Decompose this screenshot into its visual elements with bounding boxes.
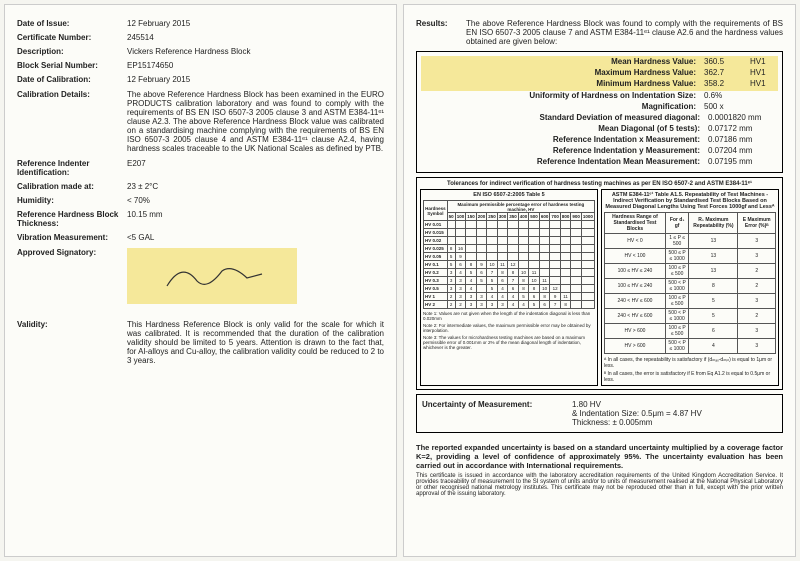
- thickness-label: Reference Hardness Block Thickness:: [17, 210, 127, 228]
- rx-val: 0.07186 mm: [708, 135, 778, 144]
- calibat-value: 23 ± 2°C: [127, 182, 384, 191]
- unc-label: Uncertainty of Measurement:: [422, 400, 572, 427]
- uncertainty-box: Uncertainty of Measurement: 1.80 HV & In…: [416, 394, 783, 433]
- humidity-value: < 70%: [127, 196, 384, 205]
- cert-value: 245514: [127, 33, 384, 42]
- astm-footb: ᴮ In all cases, the error is satisfactor…: [604, 371, 776, 383]
- doc-label: Date of Calibration:: [17, 75, 127, 84]
- validity-label: Validity:: [17, 320, 127, 365]
- unif-label: Uniformity of Hardness on Indentation Si…: [529, 91, 696, 100]
- min-val: 358.2: [704, 79, 742, 88]
- mean-val: 360.5: [704, 57, 742, 66]
- iso-title: EN ISO 6507-2:2005 Table 5: [423, 192, 595, 198]
- results-value: The above Reference Hardness Block was f…: [466, 19, 783, 46]
- doc-value: 12 February 2015: [127, 75, 384, 84]
- sig-label: Approved Signatory:: [17, 248, 127, 304]
- iso-panel: EN ISO 6507-2:2005 Table 5 Hardness Symb…: [420, 189, 598, 386]
- calibat-label: Calibration made at:: [17, 182, 127, 191]
- rm-val: 0.07195 mm: [708, 157, 778, 166]
- max-label: Maximum Hardness Value:: [595, 68, 696, 77]
- ry-val: 0.07204 mm: [708, 146, 778, 155]
- iso-note1: Note 1: Values are not given when the le…: [423, 311, 595, 321]
- vibration-label: Vibration Measurement:: [17, 233, 127, 242]
- validity-value: This Hardness Reference Block is only va…: [127, 320, 384, 365]
- tol-title: Tolerances for indirect verification of …: [420, 181, 779, 187]
- max-val: 362.7: [704, 68, 742, 77]
- md-label: Mean Diagonal (of 5 tests):: [598, 124, 700, 133]
- iso-note2: Note 2: For intermediate values, the max…: [423, 323, 595, 333]
- std-val: 0.0001820 mm: [708, 113, 778, 122]
- humidity-label: Humidity:: [17, 196, 127, 205]
- results-label: Results:: [416, 19, 466, 46]
- calib-label: Calibration Details:: [17, 90, 127, 153]
- astm-panel: ASTM E384-11ᵉ¹ Table A1.5. Repeatability…: [601, 189, 779, 386]
- md-val: 0.07172 mm: [708, 124, 778, 133]
- doi-label: Date of Issue:: [17, 19, 127, 28]
- std-label: Standard Deviation of measured diagonal:: [540, 113, 700, 122]
- serial-label: Block Serial Number:: [17, 61, 127, 70]
- footer-bold: The reported expanded uncertainty is bas…: [416, 443, 783, 470]
- doi-value: 12 February 2015: [127, 19, 384, 28]
- astm-table: Hardness Range of Standardised Test Bloc…: [604, 212, 776, 354]
- iso-table: Hardness SymbolMaximum permissible perce…: [423, 200, 595, 309]
- astm-title: ASTM E384-11ᵉ¹ Table A1.5. Repeatability…: [604, 192, 776, 210]
- mean-unit: HV1: [750, 57, 778, 66]
- indenter-value: E207: [127, 159, 384, 177]
- rm-label: Reference Indentation Mean Measurement:: [537, 157, 700, 166]
- signature-box: [127, 248, 297, 304]
- vibration-value: <5 GAL: [127, 233, 384, 242]
- desc-value: Vickers Reference Hardness Block: [127, 47, 384, 56]
- tolerance-box: Tolerances for indirect verification of …: [416, 177, 783, 390]
- min-unit: HV1: [750, 79, 778, 88]
- mag-val: 500 x: [704, 102, 742, 111]
- cert-label: Certificate Number:: [17, 33, 127, 42]
- mag-label: Magnification:: [642, 102, 696, 111]
- serial-value: EP15174650: [127, 61, 384, 70]
- unc-v2: & Indentation Size: 0.5μm = 4.87 HV: [572, 409, 702, 418]
- indenter-label: Reference Indenter Identification:: [17, 159, 127, 177]
- unc-v3: Thickness: ± 0.005mm: [572, 418, 702, 427]
- results-box: Mean Hardness Value: 360.5 HV1 Maximum Har…: [416, 51, 783, 173]
- footer-small: This certificate is issued in accordance…: [416, 473, 783, 497]
- desc-label: Description:: [17, 47, 127, 56]
- min-label: Minimum Hardness Value:: [596, 79, 696, 88]
- unif-val: 0.6%: [704, 91, 742, 100]
- certificate-page-left: Date of Issue:12 February 2015 Certifica…: [4, 4, 397, 557]
- certificate-page-right: Results:The above Reference Hardness Blo…: [403, 4, 796, 557]
- iso-note3: Note 3: The values for microhardness tes…: [423, 335, 595, 350]
- astm-foota: ᴬ In all cases, the repeatability is sat…: [604, 357, 776, 369]
- calib-value: The above Reference Hardness Block has b…: [127, 90, 384, 153]
- mean-label: Mean Hardness Value:: [611, 57, 696, 66]
- unc-v1: 1.80 HV: [572, 400, 702, 409]
- ry-label: Reference Indentation y Measurement:: [553, 146, 700, 155]
- signature-icon: [152, 256, 272, 296]
- thickness-value: 10.15 mm: [127, 210, 384, 228]
- max-unit: HV1: [750, 68, 778, 77]
- rx-label: Reference Indentation x Measurement:: [553, 135, 700, 144]
